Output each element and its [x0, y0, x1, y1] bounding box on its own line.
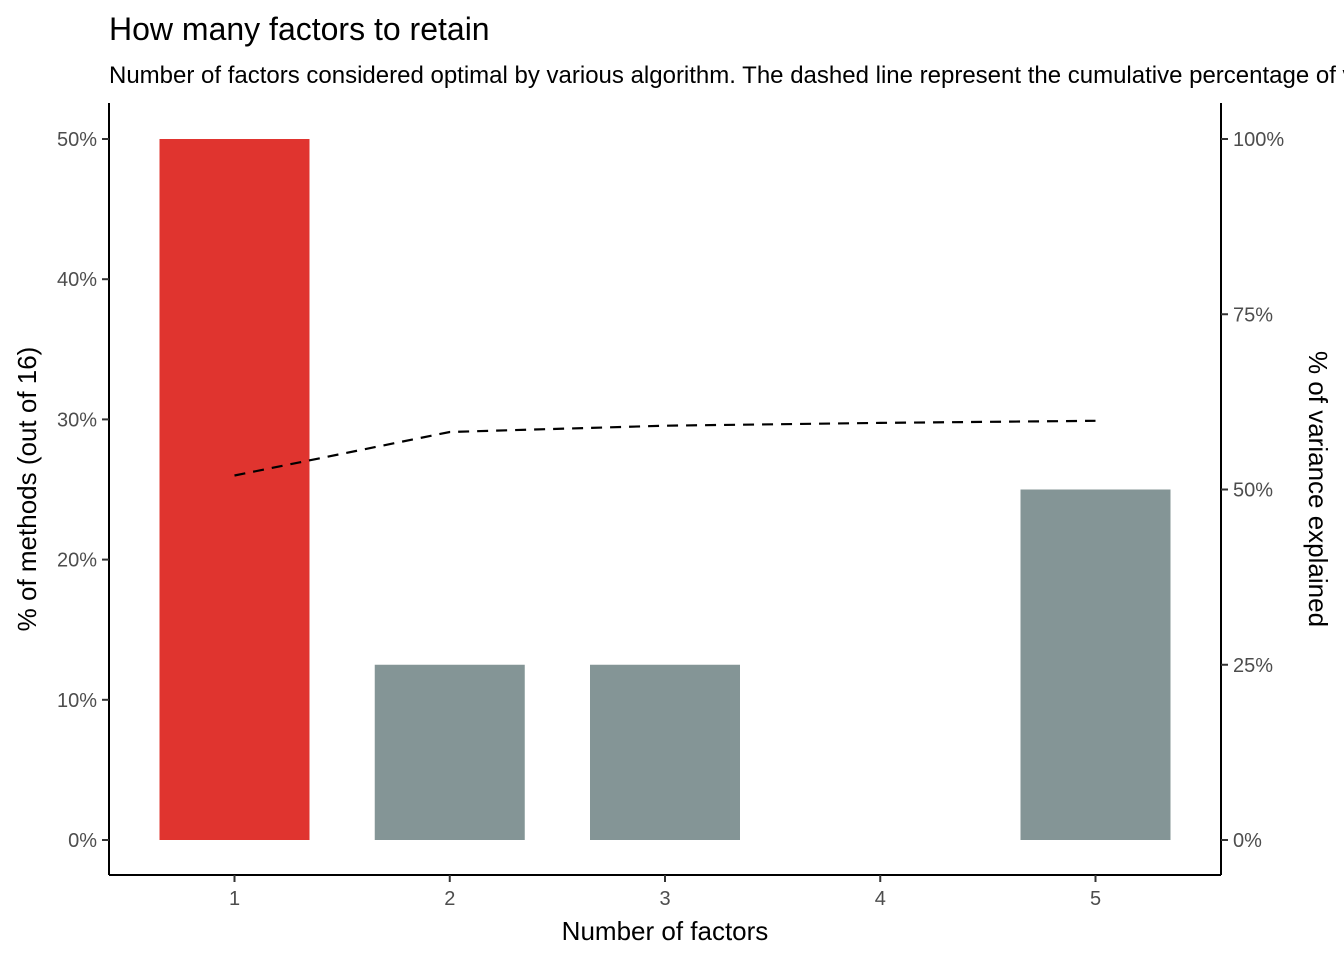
y-tick-label: 20% — [57, 550, 97, 572]
bars-layer — [159, 139, 1171, 840]
y2-tick-label: 0% — [1233, 830, 1262, 852]
y-tick-label: 10% — [57, 690, 97, 712]
x-tick-label: 5 — [1090, 888, 1101, 910]
x-axis-title: Number of factors — [562, 916, 769, 946]
y-tick-label: 30% — [57, 409, 97, 431]
y2-tick-label: 50% — [1233, 480, 1273, 502]
y-tick-label: 0% — [68, 830, 97, 852]
x-tick-label: 1 — [229, 888, 240, 910]
y-axis-ticks: 0% 10% 20% 30% 40% 50% — [57, 129, 109, 852]
bar-factor-5 — [1020, 489, 1171, 840]
y-tick-label: 50% — [57, 129, 97, 151]
y2-tick-label: 100% — [1233, 129, 1284, 151]
y2-axis-title: % of variance explained — [1303, 351, 1333, 627]
y-axis-title: % of methods (out of 16) — [12, 347, 42, 632]
x-tick-label: 2 — [444, 888, 455, 910]
chart-subtitle: Number of factors considered optimal by … — [109, 62, 1344, 89]
y2-tick-label: 75% — [1233, 304, 1273, 326]
x-axis-ticks: 1 2 3 4 5 — [229, 875, 1101, 910]
x-tick-label: 4 — [875, 888, 886, 910]
bar-factor-2 — [374, 664, 525, 840]
y2-tick-label: 25% — [1233, 655, 1273, 677]
variance-line — [234, 419, 1096, 477]
bar-factor-1 — [159, 139, 310, 840]
bar-factor-3 — [590, 664, 740, 840]
y-tick-label: 40% — [57, 269, 97, 291]
chart-title: How many factors to retain — [109, 11, 490, 47]
y2-axis-ticks: 0% 25% 50% 75% 100% — [1221, 129, 1284, 852]
x-tick-label: 3 — [659, 888, 670, 910]
